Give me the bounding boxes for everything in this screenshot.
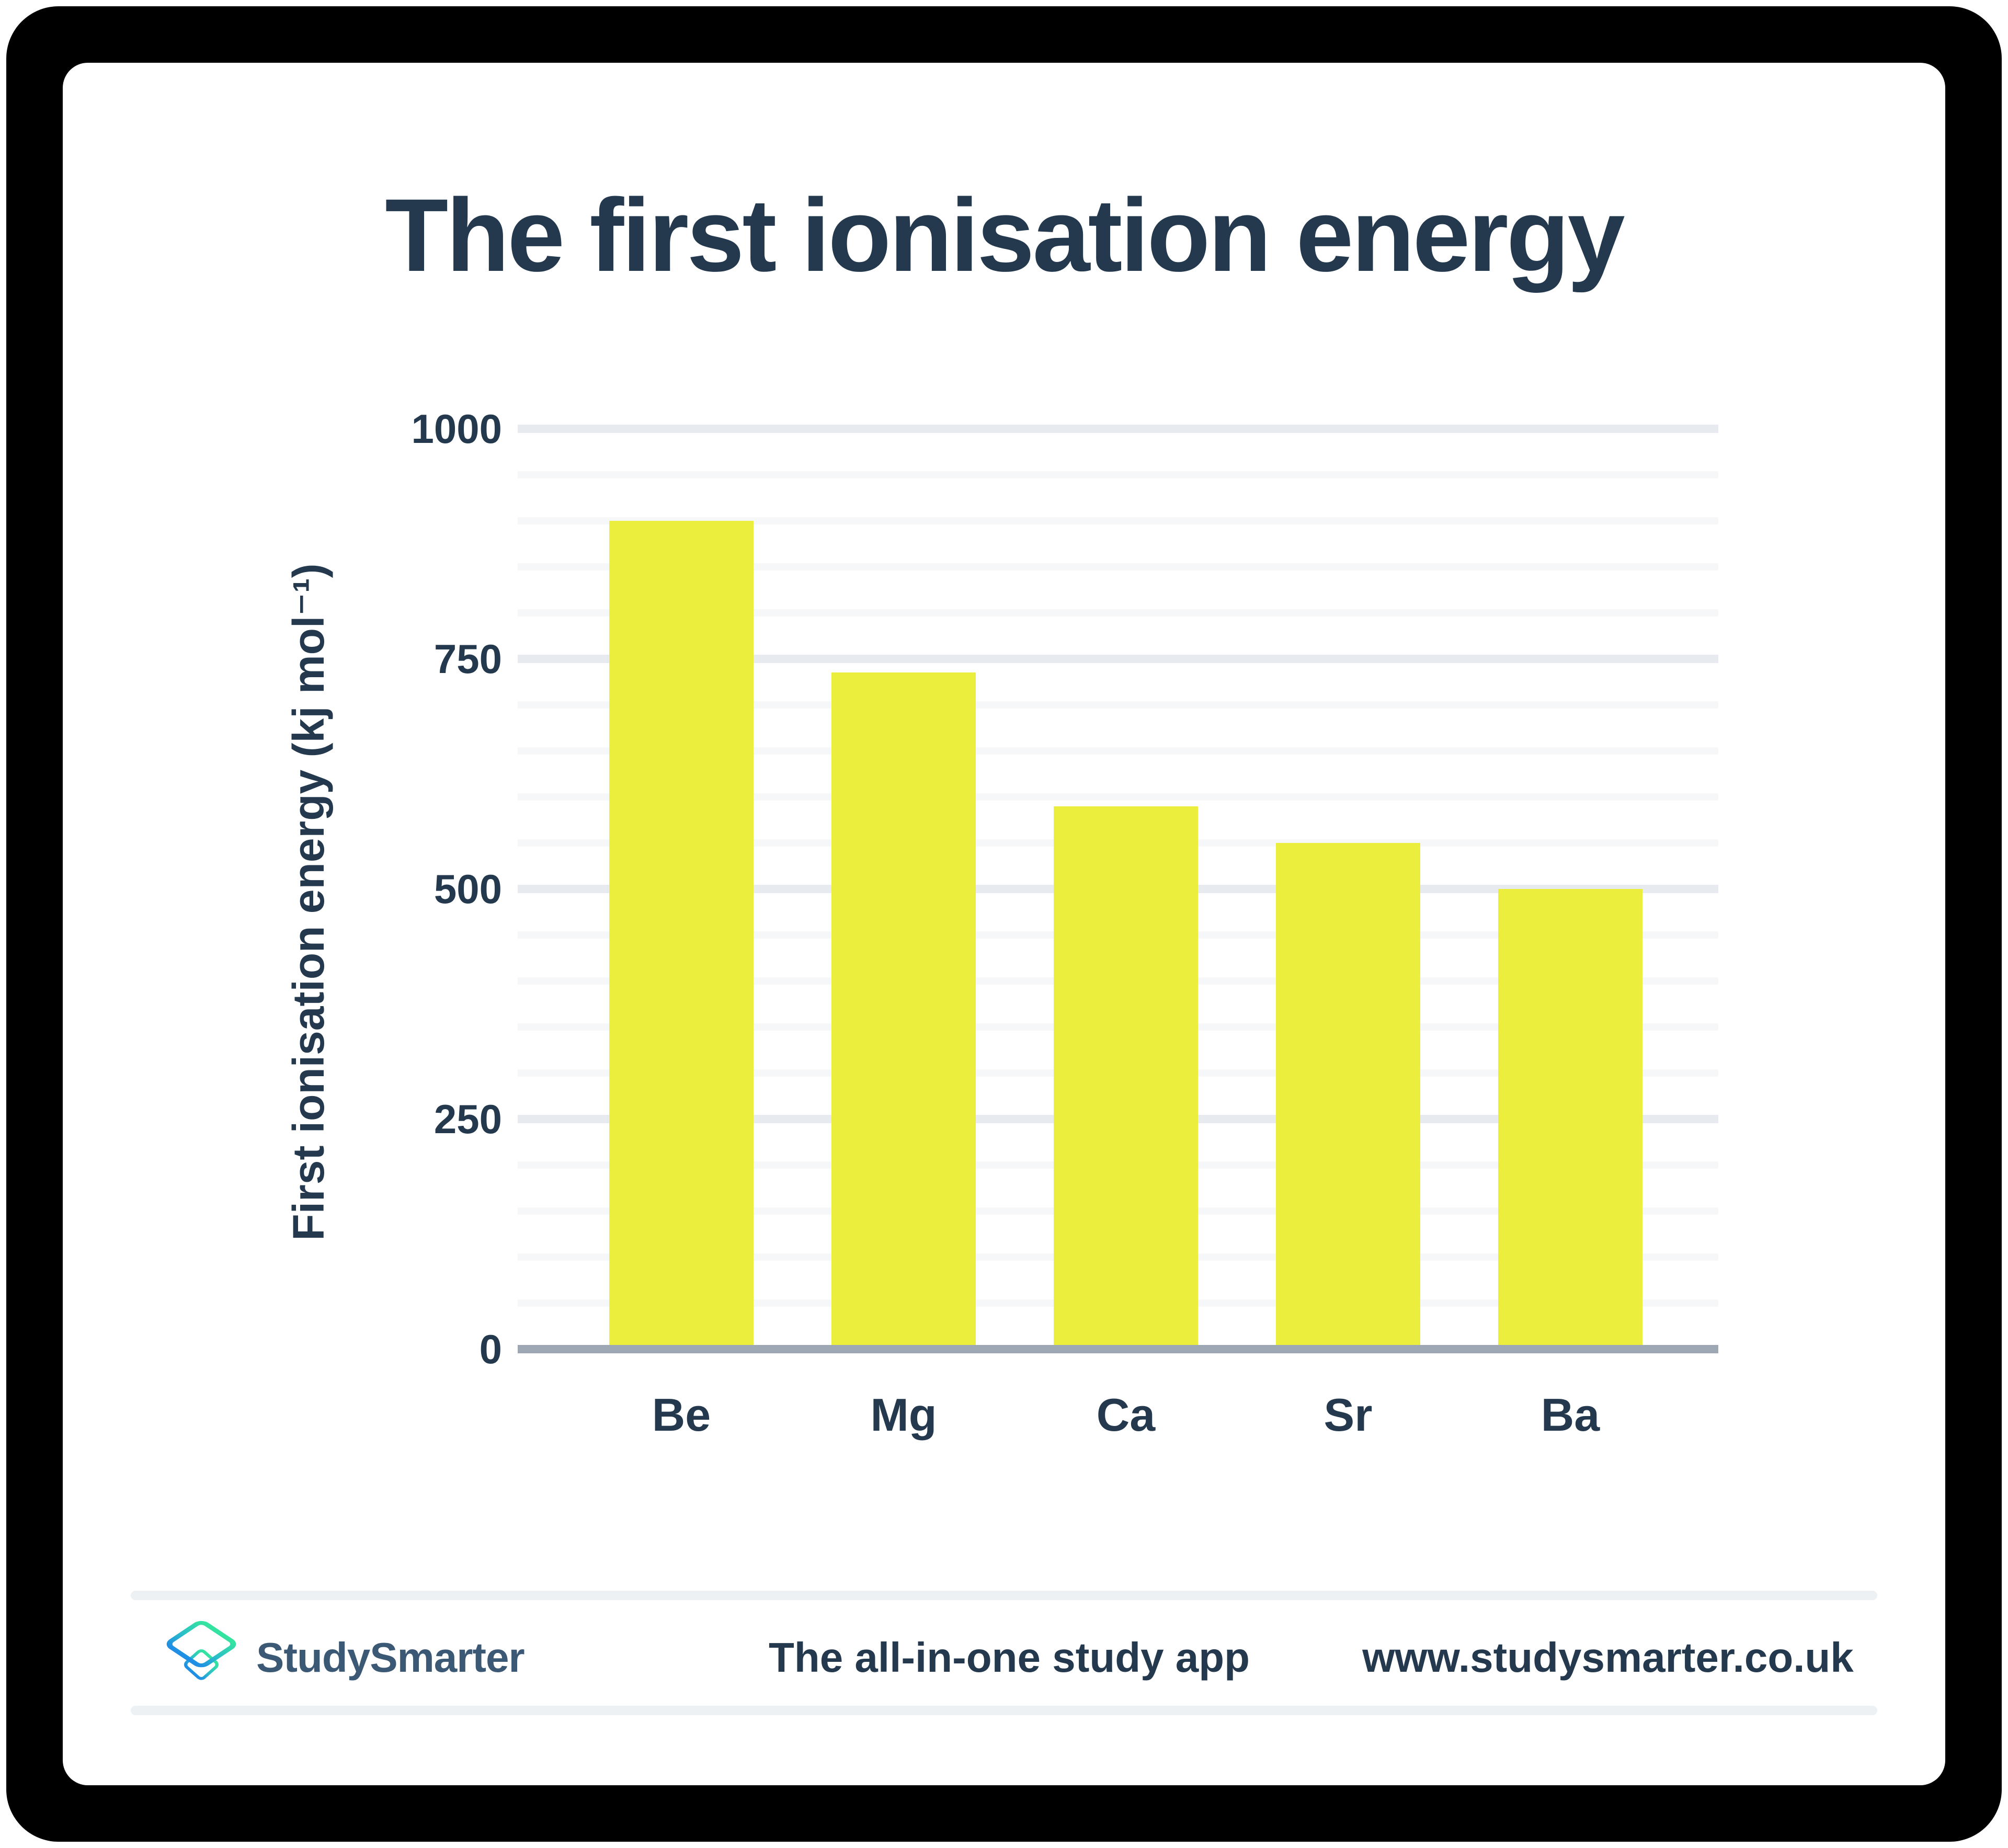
footer-url: www.studysmarter.co.uk [1362,1634,1854,1681]
studysmarter-logo-icon [166,1619,236,1680]
footer-divider-top [131,1591,1877,1600]
minor-gridline [518,793,1718,801]
bar-be [609,521,754,1349]
minor-gridline [518,563,1718,571]
x-axis-label-mg: Mg [870,1389,937,1441]
y-tick-label-250: 250 [433,1096,502,1142]
y-tick-label-1000: 1000 [411,406,502,452]
minor-gridline [518,517,1718,524]
bar-sr [1276,843,1420,1349]
plot-area [518,425,1718,1353]
x-axis-label-be: Be [652,1389,711,1441]
major-gridline [518,425,1718,433]
minor-gridline [518,747,1718,755]
x-axis-label-sr: Sr [1324,1389,1373,1441]
footer-divider-bottom [131,1706,1877,1715]
bar-ba [1498,889,1642,1349]
y-tick-label-0: 0 [479,1326,502,1372]
minor-gridline [518,701,1718,709]
x-axis-label-ca: Ca [1096,1389,1156,1441]
y-tick-label-500: 500 [433,866,502,912]
x-axis-label-ba: Ba [1541,1389,1600,1441]
major-gridline [518,655,1718,663]
bar-ca [1054,806,1198,1349]
bar-mg [831,672,976,1349]
x-axis-line [518,1345,1718,1353]
studysmarter-brand-text: StudySmarter [256,1634,525,1681]
minor-gridline [518,609,1718,617]
y-tick-label-750: 750 [433,636,502,682]
footer-tagline: The all-in-one study app [768,1634,1250,1681]
chart-title: The first ionisation energy [385,177,1625,293]
minor-gridline [518,471,1718,478]
